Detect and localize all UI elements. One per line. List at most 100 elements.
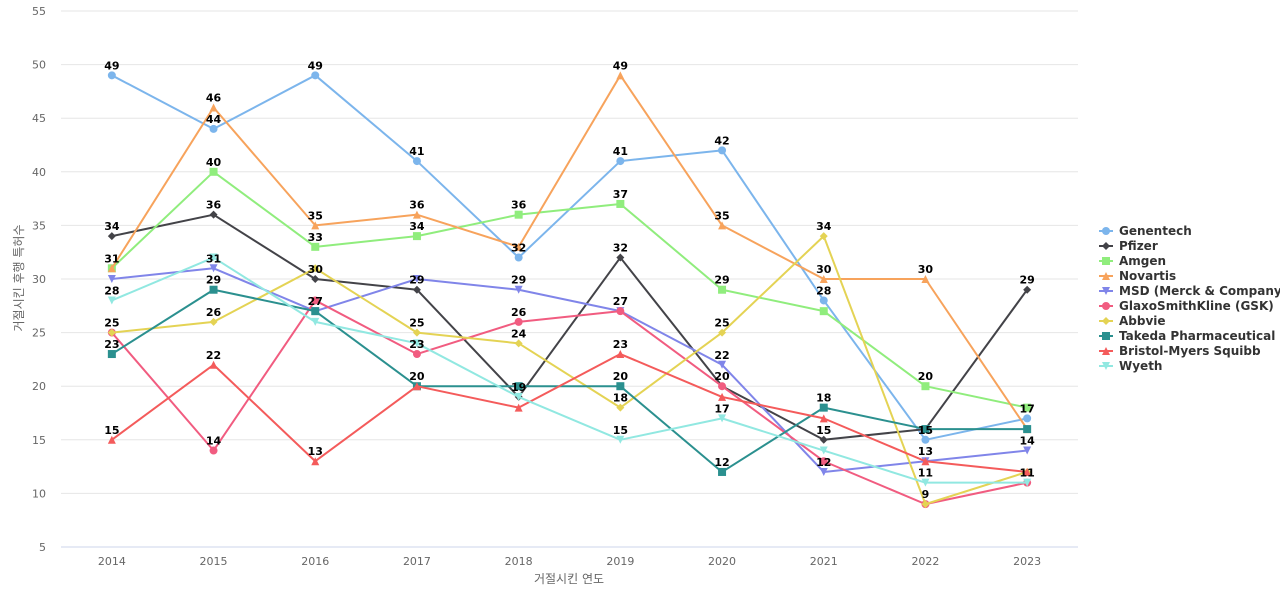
series-genentech xyxy=(107,71,1032,444)
legend-item[interactable]: Pfizer xyxy=(1099,239,1158,253)
data-point xyxy=(616,403,625,412)
data-point xyxy=(209,103,218,112)
data-point xyxy=(718,360,727,369)
data-point xyxy=(209,253,218,262)
y-tick-label: 45 xyxy=(32,112,46,125)
y-tick-label: 40 xyxy=(32,166,46,179)
data-label: 37 xyxy=(613,188,628,201)
x-tick-label: 2017 xyxy=(403,555,431,568)
data-point xyxy=(107,350,116,359)
data-label: 36 xyxy=(511,199,527,212)
legend-item[interactable]: Bristol-Myers Squibb xyxy=(1099,344,1261,358)
data-label: 34 xyxy=(409,220,425,233)
data-point xyxy=(718,221,727,230)
y-axis-title: 거절시킨 후행 특허수 xyxy=(11,225,26,332)
data-point xyxy=(921,457,930,466)
y-tick-label: 5 xyxy=(39,541,46,554)
series-line xyxy=(110,74,1029,431)
data-point xyxy=(1023,467,1032,476)
data-point xyxy=(514,242,523,251)
data-label: 12 xyxy=(816,456,831,469)
data-point xyxy=(921,478,930,487)
data-point xyxy=(514,382,523,391)
data-label: 30 xyxy=(308,263,324,276)
series-bristol-myers-squibb xyxy=(107,350,1032,476)
legend-label: Pfizer xyxy=(1119,239,1158,253)
data-label: 9 xyxy=(922,488,930,501)
data-point xyxy=(209,167,218,176)
data-label: 35 xyxy=(714,209,729,222)
x-tick-label: 2021 xyxy=(810,555,838,568)
data-point xyxy=(209,360,218,369)
data-point xyxy=(1023,285,1032,294)
data-point xyxy=(819,296,828,305)
data-label: 20 xyxy=(409,370,425,383)
legend-label: GlaxoSmithKline (GSK) xyxy=(1119,299,1274,313)
data-label: 30 xyxy=(918,263,934,276)
data-label: 36 xyxy=(206,199,222,212)
data-label: 35 xyxy=(308,209,323,222)
data-label: 20 xyxy=(714,370,730,383)
data-label: 31 xyxy=(104,252,119,265)
data-point xyxy=(311,296,320,305)
legend-marker-icon xyxy=(1102,362,1110,370)
series-line xyxy=(110,288,1029,473)
series-line xyxy=(110,213,1029,441)
data-point xyxy=(616,199,625,208)
data-point xyxy=(412,275,421,283)
data-label: 28 xyxy=(104,284,119,297)
data-point xyxy=(616,307,625,316)
legend-item[interactable]: Amgen xyxy=(1099,254,1166,268)
data-point xyxy=(819,275,828,283)
data-point xyxy=(107,264,116,273)
data-point xyxy=(311,242,320,251)
data-label: 25 xyxy=(409,317,424,330)
x-tick-label: 2014 xyxy=(98,555,126,568)
legend-item[interactable]: Abbvie xyxy=(1099,314,1166,328)
data-point xyxy=(209,317,218,326)
data-point xyxy=(819,232,828,241)
data-point xyxy=(311,221,320,230)
data-point xyxy=(921,382,930,391)
x-tick-label: 2018 xyxy=(505,555,533,568)
legend-item[interactable]: Genentech xyxy=(1099,224,1192,238)
legend-marker-icon xyxy=(1102,347,1110,355)
data-label: 18 xyxy=(613,392,628,405)
data-point xyxy=(514,403,523,412)
data-label: 12 xyxy=(714,456,729,469)
x-tick-label: 2023 xyxy=(1013,555,1041,568)
data-point xyxy=(209,124,218,133)
legend-item[interactable]: Novartis xyxy=(1099,269,1176,283)
legend-item[interactable]: GlaxoSmithKline (GSK) xyxy=(1099,299,1274,313)
data-label: 41 xyxy=(409,145,424,158)
data-label: 46 xyxy=(206,91,222,104)
data-point xyxy=(514,317,523,326)
data-point xyxy=(718,414,727,423)
data-point xyxy=(311,264,320,273)
x-tick-label: 2019 xyxy=(606,555,634,568)
data-point xyxy=(311,71,320,80)
series-takeda-pharmaceutical xyxy=(107,285,1032,476)
data-point xyxy=(1023,446,1032,455)
data-label: 22 xyxy=(714,349,729,362)
legend-item[interactable]: MSD (Merck & Company) xyxy=(1099,284,1280,298)
data-point xyxy=(107,296,116,305)
data-label: 29 xyxy=(206,274,221,287)
y-tick-label: 20 xyxy=(32,380,46,393)
data-label: 25 xyxy=(714,317,729,330)
data-label: 25 xyxy=(104,317,119,330)
data-label: 20 xyxy=(918,370,934,383)
data-point xyxy=(616,350,625,359)
legend-item[interactable]: Wyeth xyxy=(1099,359,1162,373)
data-point xyxy=(921,500,930,509)
y-tick-label: 50 xyxy=(32,59,46,72)
data-label: 13 xyxy=(918,445,933,458)
data-label: 41 xyxy=(613,145,628,158)
data-point xyxy=(107,232,116,241)
data-label: 11 xyxy=(1019,467,1034,480)
legend-item[interactable]: Takeda Pharmaceutical xyxy=(1099,329,1275,343)
data-label: 22 xyxy=(206,349,221,362)
